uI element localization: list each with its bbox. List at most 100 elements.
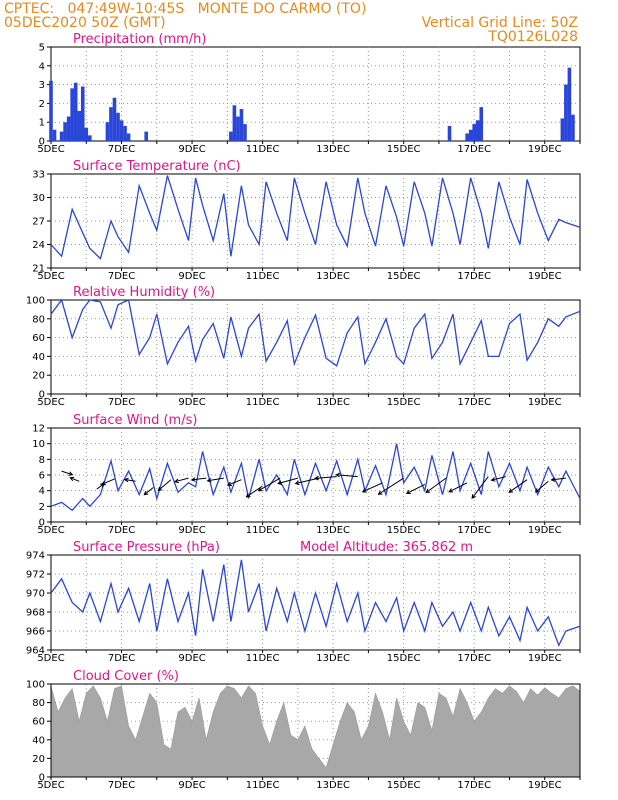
panel-title: Surface Wind (m/s) — [73, 413, 197, 428]
xtick-label: 19DEC — [528, 525, 562, 536]
xtick-label: 5DEC — [37, 525, 64, 536]
ytick-label: 2 — [39, 502, 45, 513]
panel-title: Surface Temperature (nC) — [73, 159, 241, 174]
panel-frame — [50, 46, 581, 142]
panel-5: 0 20 40 60 80 100 5DEC 7DEC 9DEC 11DEC 13DEC 15DEC 1… — [26, 669, 581, 791]
wind-arrow — [277, 477, 299, 485]
xtick-label: 9DEC — [178, 397, 205, 408]
precip-bar — [564, 84, 568, 141]
precip-bar — [144, 131, 149, 141]
wind-arrow — [508, 479, 528, 493]
series-line — [50, 559, 581, 647]
wind-arrow — [534, 480, 549, 493]
xtick-label: 17DEC — [457, 653, 491, 664]
xtick-label: 7DEC — [108, 271, 135, 282]
xtick-label: 7DEC — [108, 525, 135, 536]
wind-arrow — [69, 476, 80, 482]
precip-bar — [49, 80, 53, 141]
precip-bar — [84, 127, 89, 141]
panel-title: Cloud Cover (%) — [73, 669, 179, 684]
precip-bar — [465, 133, 469, 141]
xtick-label: 11DEC — [246, 780, 280, 791]
panel-frame — [50, 299, 581, 395]
xtick-label: 15DEC — [387, 653, 421, 664]
xtick-label: 7DEC — [108, 397, 135, 408]
wind-arrow — [100, 478, 115, 486]
ytick-label: 2 — [39, 99, 45, 110]
wind-arrow — [157, 479, 172, 492]
precip-bar — [77, 110, 82, 141]
xtick-label: 13DEC — [316, 525, 350, 536]
xtick-label: 11DEC — [246, 397, 280, 408]
wind-arrow — [471, 476, 489, 500]
series-line — [50, 175, 581, 260]
xtick-label: 19DEC — [528, 780, 562, 791]
precip-bar — [123, 125, 127, 141]
xtick-label: 9DEC — [178, 144, 205, 155]
precip-bar — [239, 109, 244, 141]
xtick-label: 17DEC — [457, 525, 491, 536]
precip-bar — [571, 114, 575, 141]
xtick-label: 19DEC — [528, 653, 562, 664]
wind-arrow — [226, 479, 242, 487]
ytick-label: 100 — [26, 296, 45, 307]
ytick-label: 80 — [32, 698, 45, 709]
wind-arrow — [123, 477, 136, 483]
xtick-label: 19DEC — [528, 397, 562, 408]
xtick-label: 5DEC — [37, 397, 64, 408]
ytick-label: 100 — [26, 680, 45, 691]
precip-bar — [243, 124, 247, 141]
precip-bar — [52, 129, 57, 141]
xtick-label: 13DEC — [316, 144, 350, 155]
precip-bar — [109, 107, 113, 141]
xtick-label: 13DEC — [316, 397, 350, 408]
wind-arrow — [294, 477, 320, 486]
wind-arrow — [190, 477, 207, 482]
precip-bar — [73, 82, 78, 141]
panel-1: 21 24 27 30 33 5DEC 7DEC 9DEC 11DEC 13DEC 15DEC 17D… — [32, 159, 581, 282]
ytick-label: 27 — [32, 217, 45, 228]
precip-bar — [560, 118, 565, 141]
wind-arrow — [448, 482, 468, 493]
series-line — [50, 443, 581, 512]
xtick-label: 17DEC — [457, 397, 491, 408]
ytick-label: 970 — [26, 589, 45, 600]
ytick-label: 30 — [32, 193, 45, 204]
precip-bar — [63, 122, 67, 141]
header-date: 05DEC2020 50Z (GMT) — [4, 15, 166, 31]
ytick-label: 40 — [32, 352, 45, 363]
panel-title: Relative Humidity (%) — [73, 285, 215, 300]
ytick-label: 3 — [39, 80, 45, 91]
cloud-area — [50, 685, 581, 778]
precip-bar — [87, 135, 92, 141]
ytick-label: 60 — [32, 717, 45, 728]
xtick-label: 15DEC — [387, 780, 421, 791]
precip-bar — [70, 88, 74, 141]
wind-arrow — [335, 472, 358, 478]
ytick-label: 8 — [39, 455, 45, 466]
wind-arrow — [550, 477, 566, 482]
xtick-label: 13DEC — [316, 271, 350, 282]
wind-arrow — [314, 475, 337, 481]
panel-2: 0 20 40 60 80 100 5DEC 7DEC 9DEC 11DEC 13DEC 15DEC 1… — [26, 285, 581, 408]
xtick-label: 9DEC — [178, 653, 205, 664]
xtick-label: 15DEC — [387, 271, 421, 282]
precip-bar — [80, 86, 85, 141]
ytick-label: 5 — [39, 43, 45, 54]
precip-bar — [66, 116, 71, 141]
precip-bar — [447, 125, 452, 141]
panel-3: 0 2 4 6 8 10 12 5DEC 7DEC 9DEC 11DEC 13DEC 15DEC 17DE… — [32, 413, 581, 536]
ytick-label: 4 — [39, 61, 45, 72]
precip-bar — [472, 124, 476, 141]
xtick-label: 9DEC — [178, 525, 205, 536]
precip-bar — [119, 120, 124, 141]
ytick-label: 0 — [39, 390, 45, 401]
panel-0: 0 1 2 3 4 5 5DEC 7DEC 9DEC 11DEC 13DEC 15DEC 17DEC 19… — [37, 32, 581, 155]
wind-arrow — [425, 477, 447, 494]
ytick-label: 974 — [26, 551, 45, 562]
ytick-label: 0 — [39, 518, 45, 529]
precip-bar — [236, 116, 240, 141]
wind-arrow — [61, 470, 74, 476]
precip-bar — [116, 112, 120, 141]
